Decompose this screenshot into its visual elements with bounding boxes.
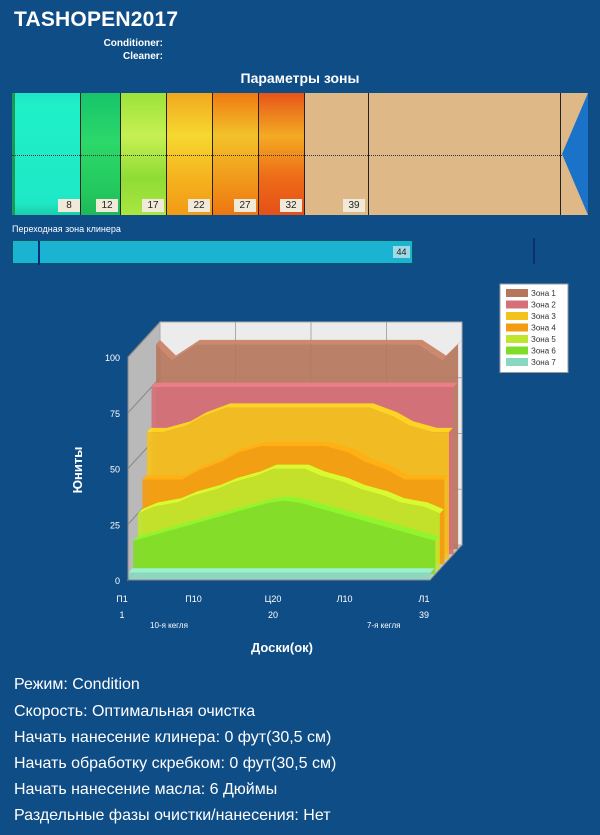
legend-label: Зона 5 — [531, 335, 556, 344]
series-area-6 — [133, 500, 436, 575]
series-top-1 — [156, 339, 462, 360]
zone-divider — [166, 93, 167, 215]
y-tick-label: 25 — [110, 520, 120, 530]
transition-zone-bar[interactable]: 44 — [12, 240, 413, 265]
separate-phases-text: Раздельные фазы очистки/нанесения: Нет — [14, 807, 331, 824]
zone-boundary-label: 27 — [234, 199, 256, 212]
zone-segment-2[interactable] — [80, 93, 120, 215]
x-tick-label-number: 39 — [419, 610, 429, 620]
x-tick-label: П10 — [185, 594, 201, 604]
chart-legend — [499, 283, 569, 373]
zone-divider — [560, 93, 561, 215]
oil-start-text: Начать нанесение масла: 6 Дюймы — [14, 781, 278, 798]
zone-midline — [12, 155, 588, 156]
zone-divider — [368, 93, 369, 215]
zone-boundary-label: 8 — [58, 199, 80, 212]
legend-label: Зона 1 — [531, 289, 556, 298]
zone-segment-7[interactable] — [304, 93, 588, 215]
app-title: TASHOPEN2017 — [14, 8, 179, 31]
oil-pattern-chart: 0 25 50 75 100 П1 П10 Ц20 Л10 Л1 1 20 39 10-я кегля 7-… — [70, 283, 569, 655]
zone-boundary-label: 22 — [188, 199, 210, 212]
series-top-2 — [151, 382, 458, 387]
zone-boundary-label: 12 — [96, 199, 118, 212]
legend-label: Зона 7 — [531, 358, 556, 367]
series-area-7 — [128, 572, 431, 580]
zone-boundary-label: 17 — [142, 199, 164, 212]
y-tick-label: 0 — [115, 576, 120, 586]
zone-panel-title: Параметры зоны — [240, 70, 360, 86]
cleaner-label: Cleaner: — [122, 51, 163, 62]
legend-swatch — [506, 312, 528, 320]
y-tick-label: 100 — [105, 353, 120, 363]
speed-text: Скорость: Оптимальная очистка — [14, 703, 256, 720]
legend-label: Зона 2 — [531, 301, 556, 310]
legend-swatch — [506, 289, 528, 297]
legend-swatch — [506, 346, 528, 355]
zone-boundary-label: 32 — [280, 199, 302, 212]
zone-bar[interactable]: 8 12 17 22 27 32 39 — [12, 93, 588, 215]
series-top-4 — [142, 441, 449, 480]
zone-segment-3[interactable] — [120, 93, 166, 215]
x-tick-label: Л10 — [337, 594, 353, 604]
zone-segment-5[interactable] — [212, 93, 258, 215]
transition-end-marker — [533, 238, 535, 264]
zone-segment-1[interactable] — [12, 93, 80, 215]
x-tick-label-number: 1 — [119, 610, 124, 620]
zone-divider — [120, 93, 121, 215]
x-axis-label: Доски(ок) — [251, 640, 313, 655]
x-tick-label: Л1 — [419, 594, 430, 604]
zone-divider — [304, 93, 305, 215]
transition-zone-label: Переходная зона клинера — [12, 224, 121, 234]
zone-segment-4[interactable] — [166, 93, 212, 215]
scraper-start-text: Начать обработку скребком: 0 фут(30,5 см… — [14, 755, 337, 772]
series-top-7 — [128, 568, 435, 573]
legend-label: Зона 6 — [531, 347, 556, 356]
legend-swatch — [506, 335, 528, 343]
x-tick-label-number: 20 — [268, 610, 278, 620]
x-tick-label: Ц20 — [265, 594, 282, 604]
y-tick-label: 75 — [110, 409, 120, 419]
transition-zone-value: 44 — [393, 246, 410, 258]
legend-swatch — [506, 358, 528, 366]
gridline — [127, 321, 161, 358]
zone-boundary-label: 39 — [343, 199, 365, 212]
cleaner-start-text: Начать нанесение клинера: 0 фут(30,5 см) — [14, 729, 332, 746]
x-annotation: 7-я кегля — [367, 621, 400, 630]
y-axis-label: Юниты — [70, 447, 85, 494]
x-tick-label: П1 — [116, 594, 127, 604]
legend-swatch — [506, 323, 528, 332]
mode-text: Режим: Condition — [14, 676, 140, 693]
zone-divider — [258, 93, 259, 215]
y-tick-label: 50 — [110, 465, 120, 475]
legend-swatch — [506, 300, 528, 309]
legend-label: Зона 3 — [531, 312, 556, 321]
zone-edge-left — [12, 93, 15, 215]
zone-segment-6[interactable] — [258, 93, 304, 215]
zone-divider — [212, 93, 213, 215]
arrow-left-icon[interactable] — [560, 93, 588, 215]
transition-marker[interactable] — [38, 241, 40, 265]
legend-label: Зона 4 — [531, 324, 556, 333]
x-annotation: 10-я кегля — [150, 621, 188, 630]
conditioner-label: Conditioner: — [103, 38, 163, 49]
zone-divider — [80, 93, 81, 215]
